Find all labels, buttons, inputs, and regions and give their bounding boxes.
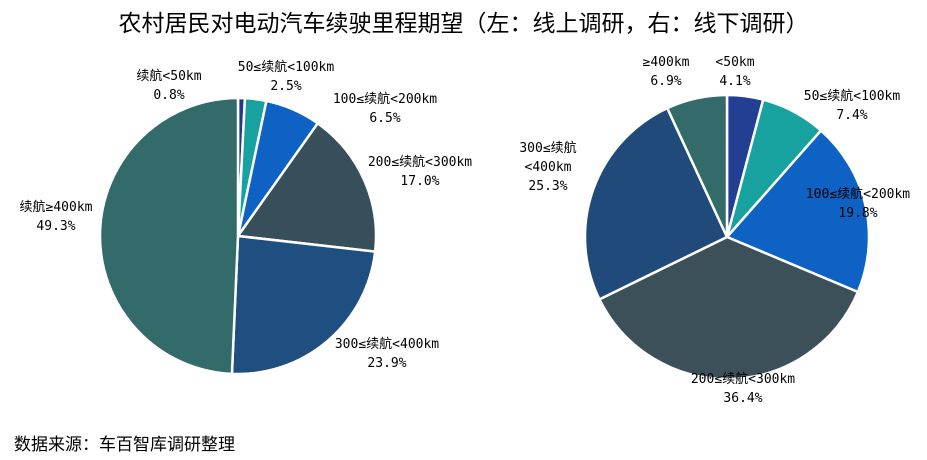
slice-category-label: 100≤续航<200km — [806, 186, 910, 202]
slice-value-label: 6.5% — [369, 111, 400, 126]
slice-category-label: <400km — [525, 160, 572, 175]
pie-chart-online: 续航<50km 0.8% 50≤续航<100km 2.5% 100≤续航<200km 6.… — [20, 59, 472, 376]
slice-value-label: 17.0% — [400, 174, 439, 189]
slice-category-label: 50≤续航<100km — [238, 59, 335, 75]
slice-value-label: 49.3% — [36, 219, 75, 234]
slice-value-label: 19.8% — [838, 206, 877, 221]
chart-title: 农村居民对电动汽车续驶里程期望（左：线上调研，右：线下调研） — [118, 11, 809, 37]
pie-slice — [583, 106, 729, 302]
pie-slice — [235, 121, 378, 253]
slice-category-label: <50km — [715, 55, 754, 70]
slice-value-label: 23.9% — [367, 356, 406, 371]
pie-slice — [230, 234, 377, 376]
data-source-note: 数据来源：车百智库调研整理 — [14, 435, 235, 455]
slice-category-label: 200≤续航<300km — [691, 371, 795, 387]
slice-value-label: 0.8% — [153, 88, 184, 103]
slice-value-label: 36.4% — [723, 391, 762, 406]
slice-category-label: 续航<50km — [136, 68, 201, 84]
slice-category-label: 续航≥400km — [20, 199, 93, 215]
slice-category-label: 50≤续航<100km — [804, 88, 901, 104]
slice-category-label: 300≤续航<400km — [335, 336, 439, 352]
pie-slice — [98, 96, 240, 376]
slice-value-label: 6.9% — [650, 74, 681, 89]
pie-slice — [597, 235, 860, 381]
slice-category-label: ≥400km — [643, 55, 690, 70]
pie-slice — [665, 93, 729, 238]
slice-category-label: 200≤续航<300km — [368, 154, 472, 170]
slice-value-label: 2.5% — [270, 79, 301, 94]
slice-value-label: 7.4% — [836, 108, 867, 123]
slice-category-label: 100≤续航<200km — [333, 91, 437, 107]
slice-category-label: 300≤续航 — [519, 140, 576, 156]
pie-chart-offline: <50km 4.1% 50≤续航<100km 7.4% 100≤续航<200km 19.8… — [519, 55, 910, 406]
slice-value-label: 25.3% — [528, 179, 567, 194]
slice-value-label: 4.1% — [719, 74, 750, 89]
